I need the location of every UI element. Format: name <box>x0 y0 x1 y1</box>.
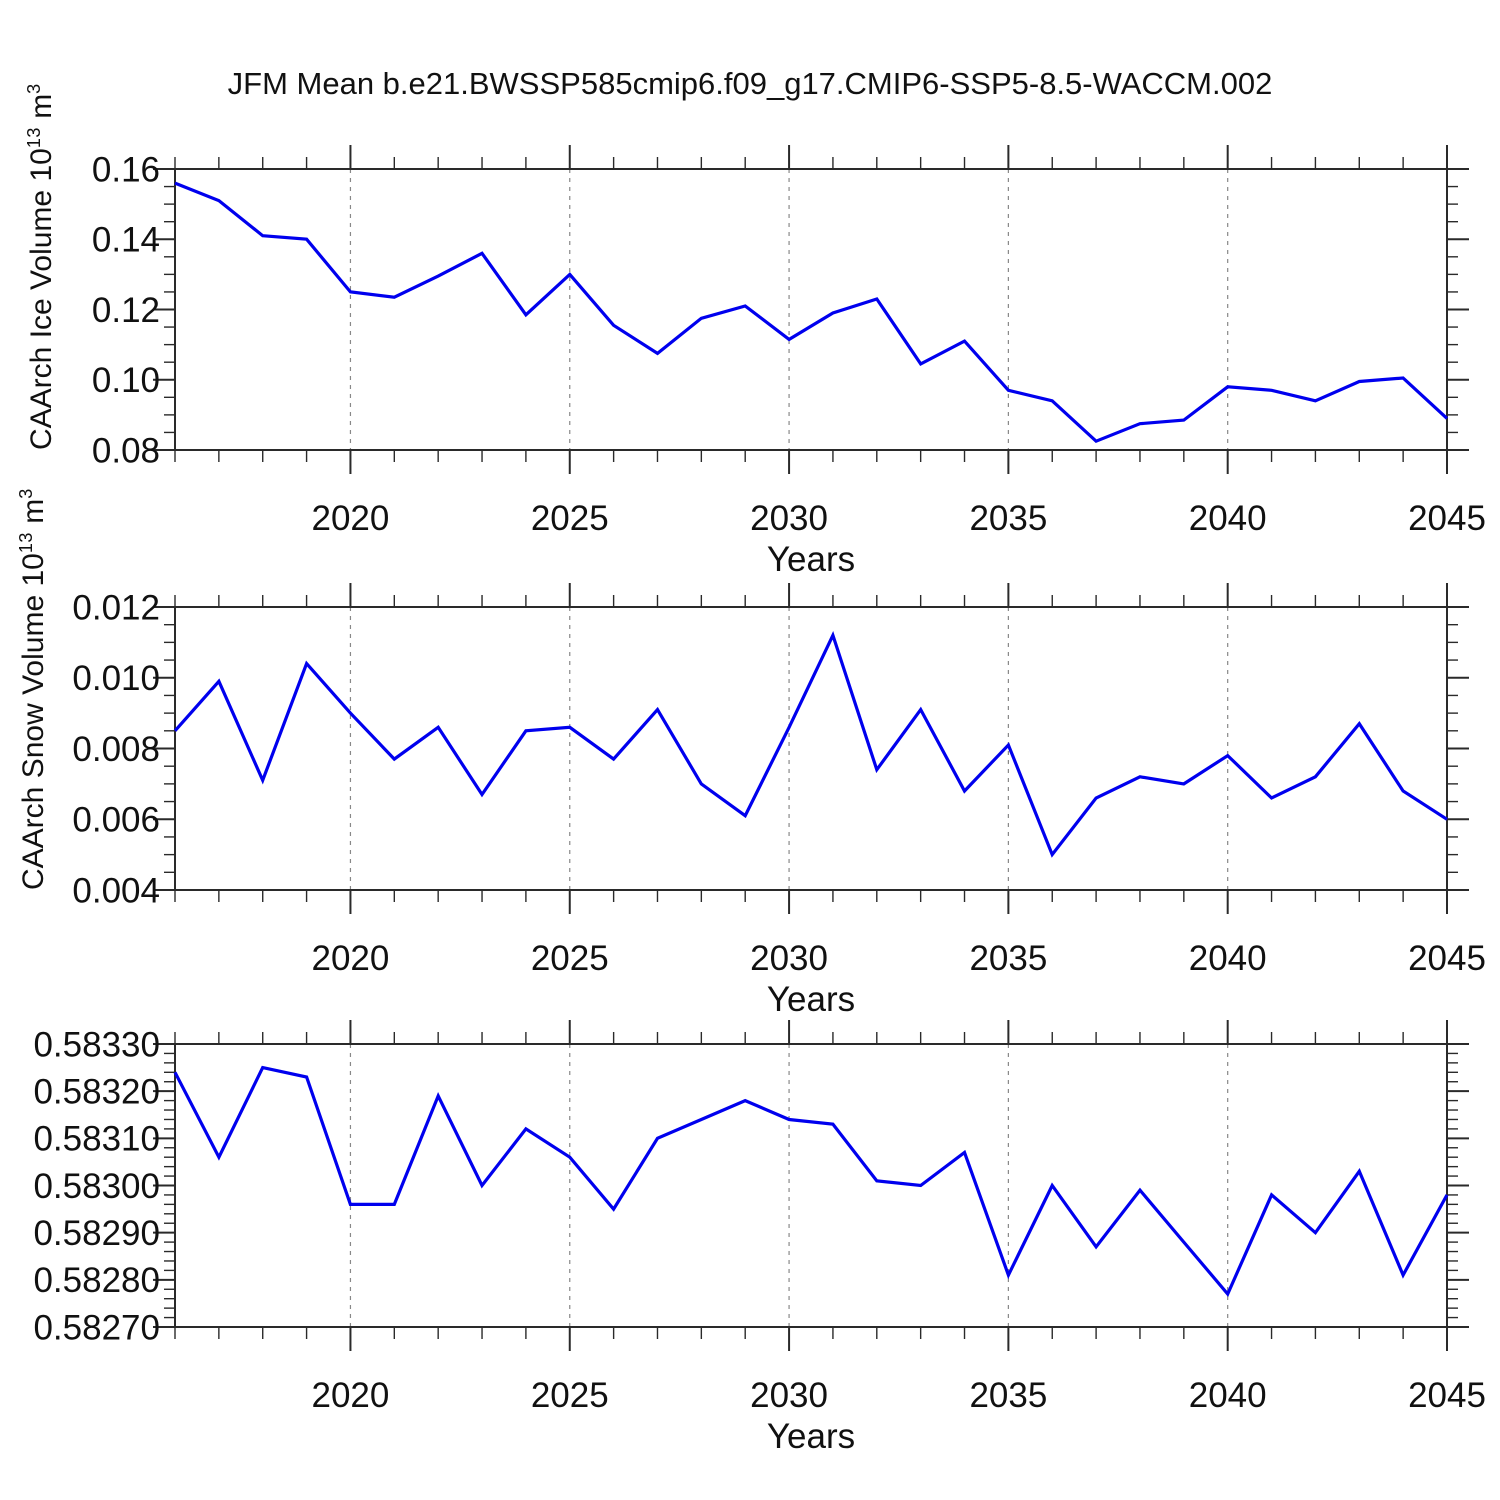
y-label-text: m <box>17 498 50 533</box>
y-label-text: CAArch Ice Volume 10 <box>25 148 58 450</box>
bottom-panel: 0.58270 0.58280 0.58290 0.58300 0.58310 0.583… <box>33 1020 1486 1415</box>
x-tick-label: 2045 <box>1408 499 1486 538</box>
x-tick-label: 2030 <box>750 939 828 978</box>
y-tick-label: 0.58330 <box>33 1025 160 1064</box>
y-tick-label: 0.16 <box>92 150 160 189</box>
chart-title: JFM Mean b.e21.BWSSP585cmip6.f09_g17.CMI… <box>227 66 1273 101</box>
x-tick-label: 2035 <box>969 939 1047 978</box>
x-axis-label-panel2: Years <box>766 980 856 1019</box>
x-tick-label: 2030 <box>750 499 828 538</box>
x-tick-label: 2040 <box>1189 939 1267 978</box>
x-tick-label: 2020 <box>312 1376 390 1415</box>
x-tick-label: 2020 <box>312 939 390 978</box>
plot-box <box>174 606 1448 891</box>
plot-box <box>174 168 1448 451</box>
series-line <box>173 1065 1449 1297</box>
y-label-superscript: 3 <box>16 488 36 499</box>
y-tick-label: 0.08 <box>92 431 160 470</box>
x-tick-label: 2040 <box>1189 1376 1267 1415</box>
y-tick-label: 0.58280 <box>33 1261 160 1300</box>
x-tick-label: 2035 <box>969 499 1047 538</box>
series-line <box>174 181 1449 444</box>
snow-volume-y-axis-label: CAArch Snow Volume 1013 m3 <box>6 488 50 890</box>
y-tick-label: 0.14 <box>92 221 160 260</box>
y-tick-label: 0.006 <box>72 801 160 840</box>
x-tick-label: 2045 <box>1408 1376 1486 1415</box>
y-tick-label: 0.58290 <box>33 1214 160 1253</box>
y-tick-label: 0.010 <box>72 659 160 698</box>
series-line <box>173 630 1448 858</box>
snow-volume-panel: 0.004 0.006 0.008 0.010 0.012 2020 2025 2030 203… <box>72 583 1486 978</box>
y-tick-label: 0.58270 <box>33 1308 160 1347</box>
y-label-superscript: 13 <box>16 532 36 554</box>
plot-box <box>174 1043 1448 1328</box>
y-tick-label: 0.58310 <box>33 1120 160 1159</box>
ice-volume-y-axis-label: CAArch Ice Volume 1013 m3 <box>14 83 58 450</box>
x-tick-label: 2030 <box>750 1376 828 1415</box>
x-tick-label: 2020 <box>312 499 390 538</box>
x-axis-label-panel1: Years <box>766 540 856 579</box>
x-axis-label-panel3: Years <box>766 1417 856 1456</box>
x-tick-label: 2040 <box>1189 499 1267 538</box>
y-label-text: m <box>25 93 58 128</box>
y-label-text: CAArch Snow Volume 10 <box>17 553 50 890</box>
y-label-superscript: 13 <box>24 127 44 149</box>
y-tick-label: 0.10 <box>92 361 160 400</box>
ice-volume-panel: 0.08 0.10 0.12 0.14 0.16 2020 2025 2030 2035 2040… <box>92 145 1486 538</box>
x-tick-label: 2045 <box>1408 939 1486 978</box>
y-label-superscript: 3 <box>24 83 44 94</box>
x-tick-label: 2035 <box>969 1376 1047 1415</box>
y-tick-label: 0.004 <box>72 871 160 910</box>
y-tick-label: 0.012 <box>72 588 160 627</box>
x-tick-label: 2025 <box>531 499 609 538</box>
y-tick-label: 0.12 <box>92 291 160 330</box>
y-tick-label: 0.58300 <box>33 1167 160 1206</box>
x-tick-label: 2025 <box>531 939 609 978</box>
y-tick-label: 0.008 <box>72 730 160 769</box>
y-tick-label: 0.58320 <box>33 1072 160 1111</box>
x-tick-label: 2025 <box>531 1376 609 1415</box>
